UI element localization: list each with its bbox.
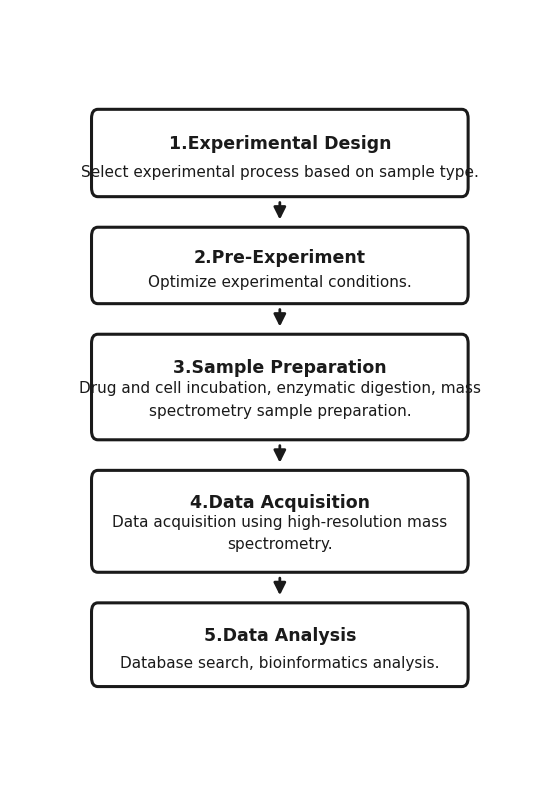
Text: Drug and cell incubation, enzymatic digestion, mass: Drug and cell incubation, enzymatic dige… <box>79 381 481 396</box>
Text: Data acquisition using high-resolution mass: Data acquisition using high-resolution m… <box>112 515 448 530</box>
Text: 3.Sample Preparation: 3.Sample Preparation <box>173 359 387 377</box>
Text: spectrometry sample preparation.: spectrometry sample preparation. <box>149 403 411 418</box>
Text: 2.Pre-Experiment: 2.Pre-Experiment <box>194 249 366 267</box>
Text: 4.Data Acquisition: 4.Data Acquisition <box>190 494 370 512</box>
FancyBboxPatch shape <box>92 227 468 304</box>
FancyBboxPatch shape <box>92 603 468 687</box>
Text: Database search, bioinformatics analysis.: Database search, bioinformatics analysis… <box>120 655 440 670</box>
FancyBboxPatch shape <box>92 334 468 440</box>
FancyBboxPatch shape <box>92 470 468 572</box>
Text: spectrometry.: spectrometry. <box>227 537 333 553</box>
Text: 1.Experimental Design: 1.Experimental Design <box>169 135 391 153</box>
Text: Select experimental process based on sample type.: Select experimental process based on sam… <box>81 165 479 180</box>
FancyBboxPatch shape <box>92 109 468 197</box>
Text: 5.Data Analysis: 5.Data Analysis <box>204 627 356 645</box>
Text: Optimize experimental conditions.: Optimize experimental conditions. <box>148 275 412 290</box>
